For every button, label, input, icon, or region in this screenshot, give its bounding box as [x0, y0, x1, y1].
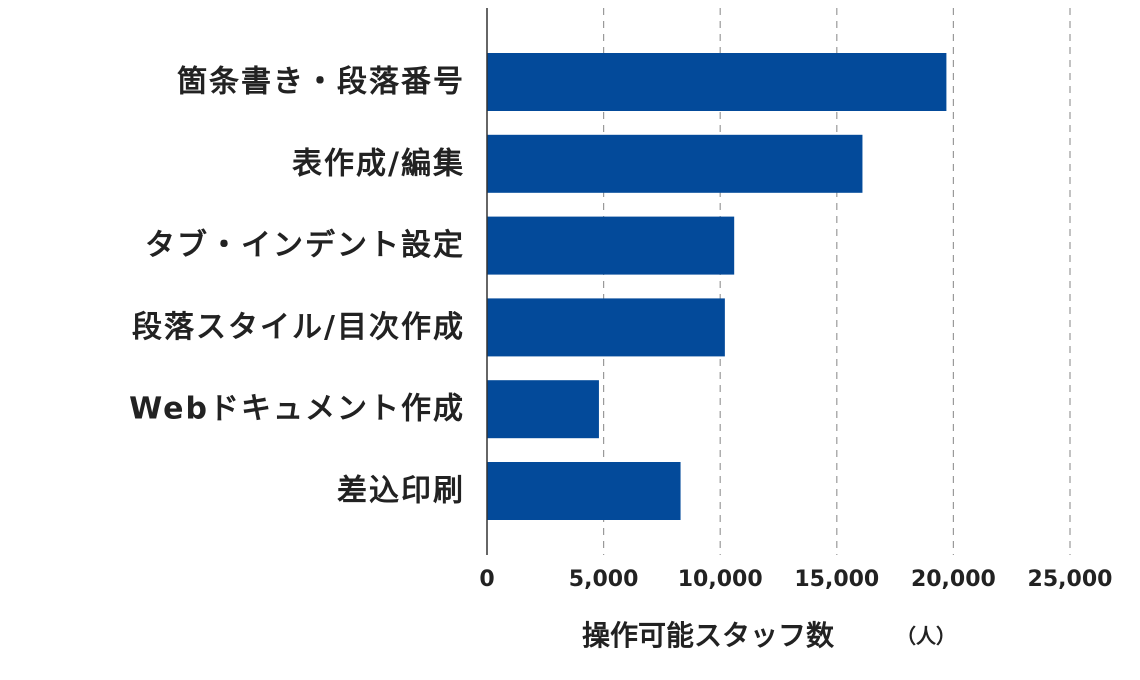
- category-label: 表作成/編集: [292, 146, 465, 181]
- x-tick-label: 5,000: [569, 567, 639, 592]
- x-tick-label: 10,000: [678, 567, 763, 592]
- bar: [487, 462, 681, 520]
- bar: [487, 380, 599, 439]
- bar: [487, 298, 725, 357]
- category-label: タブ・インデント設定: [145, 228, 465, 263]
- category-label: Webドキュメント作成: [129, 392, 465, 427]
- x-axis-unit: （人）: [896, 624, 956, 648]
- x-tick-label: 0: [479, 567, 494, 592]
- category-label: 段落スタイル/目次作成: [132, 310, 465, 345]
- category-label: 差込印刷: [337, 474, 465, 509]
- x-tick-label: 25,000: [1028, 567, 1113, 592]
- category-label: 箇条書き・段落番号: [177, 65, 465, 100]
- bars: [487, 53, 947, 520]
- x-tick-label: 15,000: [794, 567, 879, 592]
- x-axis-label: 操作可能スタッフ数: [582, 619, 835, 652]
- bar: [487, 53, 947, 111]
- bar: [487, 134, 863, 193]
- x-tick-label: 20,000: [911, 567, 996, 592]
- x-tick-labels: 0 5,000 10,000 15,000 20,000 25,000: [479, 567, 1112, 592]
- bar: [487, 216, 735, 275]
